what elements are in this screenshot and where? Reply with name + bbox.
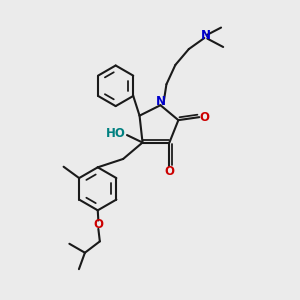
Text: O: O: [164, 165, 174, 178]
Text: O: O: [200, 111, 210, 124]
Text: HO: HO: [106, 127, 126, 140]
Text: O: O: [93, 218, 103, 231]
Text: N: N: [201, 29, 211, 42]
Text: N: N: [155, 95, 166, 108]
